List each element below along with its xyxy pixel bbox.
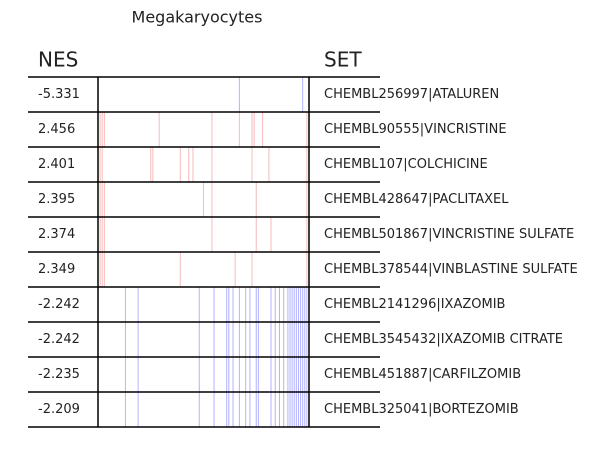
column-header: NES xyxy=(38,48,78,72)
nes-value: 2.401 xyxy=(38,157,75,172)
set-name: CHEMBL451887|CARFILZOMIB xyxy=(324,367,521,382)
nes-value: -2.209 xyxy=(38,402,80,417)
set-name: CHEMBL378544|VINBLASTINE SULFATE xyxy=(324,262,578,277)
nes-value: 2.395 xyxy=(38,192,75,207)
set-name: CHEMBL3545432|IXAZOMIB CITRATE xyxy=(324,332,563,347)
nes-value: -2.242 xyxy=(38,297,80,312)
nes-value: 2.349 xyxy=(38,262,75,277)
nes-value: 2.456 xyxy=(38,122,75,137)
set-name: CHEMBL107|COLCHICINE xyxy=(324,157,488,172)
set-name: CHEMBL428647|PACLITAXEL xyxy=(324,192,509,207)
set-name: CHEMBL256997|ATALUREN xyxy=(324,87,499,102)
set-name: CHEMBL501867|VINCRISTINE SULFATE xyxy=(324,227,574,242)
column-header: SET xyxy=(324,48,362,72)
chart-title: Megakaryocytes xyxy=(132,8,263,27)
nes-value: -5.331 xyxy=(38,87,80,102)
set-name: CHEMBL90555|VINCRISTINE xyxy=(324,122,507,137)
nes-value: 2.374 xyxy=(38,227,75,242)
nes-value: -2.235 xyxy=(38,367,80,382)
set-name: CHEMBL325041|BORTEZOMIB xyxy=(324,402,519,417)
nes-value: -2.242 xyxy=(38,332,80,347)
set-name: CHEMBL2141296|IXAZOMIB xyxy=(324,297,505,312)
